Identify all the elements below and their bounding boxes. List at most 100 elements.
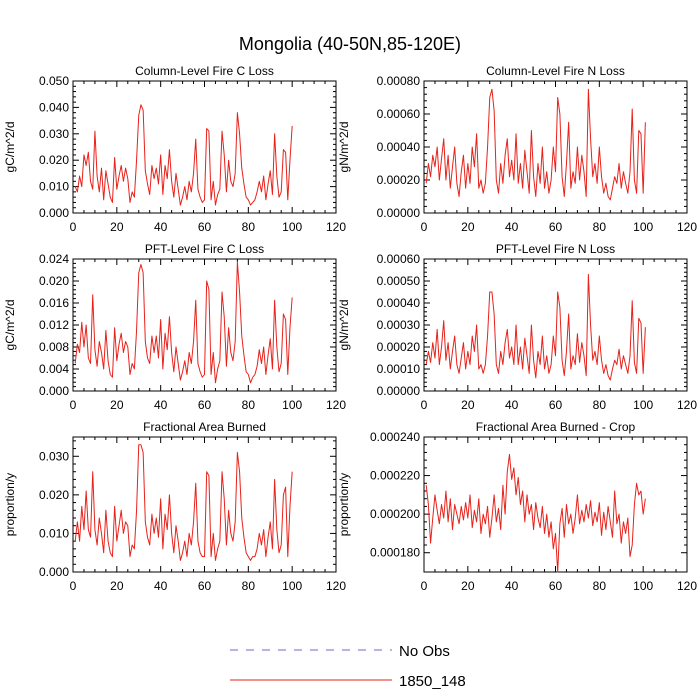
y-tick-label: 0.000180 [370,546,420,560]
x-tick-label: 60 [198,579,212,593]
x-tick-label: 20 [461,220,475,234]
chart-panel-3: PFT-Level Fire C Loss gC/m^2/d 0 20 40 60 80 10… [3,242,346,412]
y-tick-label: 0.016 [39,296,69,310]
y-tick-label: 0.00080 [377,74,421,88]
x-tick-label: 60 [198,220,212,234]
y-tick-label: 0.030 [39,449,69,463]
x-tick-label: 120 [677,220,697,234]
x-tick-label: 60 [549,220,563,234]
x-tick-label: 80 [593,398,607,412]
x-tick-label: 20 [110,398,124,412]
plot-frame [423,258,688,392]
x-tick-label: 60 [198,398,212,412]
y-tick-label: 0.00050 [377,274,421,288]
y-axis-label: gN/m^2/d [337,300,351,351]
panel-title: Fractional Area Burned [143,420,266,434]
x-tick-label: 100 [633,579,653,593]
x-tick-label: 100 [633,398,653,412]
chart-panel-6: Fractional Area Burned - Crop proportion/… [337,420,697,593]
y-tick-label: 0.004 [39,362,69,376]
y-tick-label: 0.00040 [377,140,421,154]
x-tick-label: 20 [461,579,475,593]
chart-panel-1: Column-Level Fire C Loss gC/m^2/d 0 20 40 60 8… [3,64,346,234]
x-tick-label: 80 [593,220,607,234]
x-tick-label: 0 [70,220,77,234]
x-tick-label: 0 [421,398,428,412]
x-tick-label: 100 [282,398,302,412]
y-tick-label: 0.00040 [377,296,421,310]
x-tick-label: 0 [421,220,428,234]
x-tick-label: 40 [505,398,519,412]
y-axis-label: gN/m^2/d [337,122,351,173]
chart-panel-2: Column-Level Fire N Loss gN/m^2/d 0 20 40 60 8… [337,64,697,234]
y-axis-label: gC/m^2/d [3,122,17,173]
x-tick-label: 80 [242,220,256,234]
y-tick-label: 0.00020 [377,173,421,187]
panel-title: Column-Level Fire N Loss [486,64,625,78]
panel-title: PFT-Level Fire C Loss [145,242,264,256]
chart-panel-5: Fractional Area Burned proportion/y 0 20 40 6… [3,420,346,593]
series-line-1850_148 [425,273,646,381]
series-line-1850_148 [74,261,293,384]
x-tick-label: 40 [154,579,168,593]
x-tick-label: 0 [421,579,428,593]
y-tick-label: 0.024 [39,252,69,266]
x-tick-label: 0 [70,398,77,412]
y-tick-label: 0.00000 [377,206,421,220]
x-tick-label: 100 [282,220,302,234]
x-tick-label: 60 [549,579,563,593]
x-tick-label: 20 [461,398,475,412]
y-axis-label: gC/m^2/d [3,300,17,351]
figure-title: Mongolia (40-50N,85-120E) [239,34,461,54]
y-tick-label: 0.040 [39,100,69,114]
x-tick-label: 40 [154,398,168,412]
x-tick-label: 20 [110,220,124,234]
x-tick-label: 20 [110,579,124,593]
y-tick-label: 0.020 [39,153,69,167]
y-tick-label: 0.000200 [370,507,420,521]
x-tick-label: 80 [593,579,607,593]
y-tick-label: 0.050 [39,74,69,88]
series-line-1850_148 [74,444,293,561]
y-tick-label: 0.00010 [377,362,421,376]
legend-label-no-obs: No Obs [399,643,450,660]
panels: Column-Level Fire C Loss gC/m^2/d 0 20 40 60 8… [3,64,697,593]
y-tick-label: 0.000 [39,384,69,398]
y-tick-label: 0.000 [39,565,69,579]
x-tick-label: 100 [282,579,302,593]
legend: No Obs 1850_148 [230,643,466,690]
x-tick-label: 120 [677,398,697,412]
y-tick-label: 0.030 [39,127,69,141]
panel-title: Column-Level Fire C Loss [135,64,274,78]
y-tick-label: 0.00030 [377,318,421,332]
y-axis-label: proportion/y [3,473,17,536]
x-tick-label: 120 [326,398,346,412]
panel-title: PFT-Level Fire N Loss [496,242,615,256]
y-tick-label: 0.000220 [370,469,420,483]
plot-frame [423,436,688,573]
x-tick-label: 100 [633,220,653,234]
x-tick-label: 80 [242,579,256,593]
x-tick-label: 120 [677,579,697,593]
plot-frame [423,80,688,214]
x-tick-label: 60 [549,398,563,412]
y-tick-label: 0.010 [39,180,69,194]
legend-label-1850-148: 1850_148 [399,673,466,690]
y-tick-label: 0.00060 [377,252,421,266]
y-tick-label: 0.00060 [377,107,421,121]
series-line-1850_148 [74,104,293,206]
y-axis-label: proportion/y [337,473,351,536]
series-line-1850_148 [425,453,646,573]
y-tick-label: 0.020 [39,488,69,502]
x-tick-label: 40 [505,220,519,234]
y-tick-label: 0.000240 [370,430,420,444]
y-tick-label: 0.010 [39,526,69,540]
x-tick-label: 120 [326,220,346,234]
x-tick-label: 40 [154,220,168,234]
y-tick-label: 0.00020 [377,340,421,354]
x-tick-label: 120 [326,579,346,593]
x-tick-label: 0 [70,579,77,593]
chart-panel-4: PFT-Level Fire N Loss gN/m^2/d 0 20 40 60 80 10… [337,242,697,412]
x-tick-label: 80 [242,398,256,412]
